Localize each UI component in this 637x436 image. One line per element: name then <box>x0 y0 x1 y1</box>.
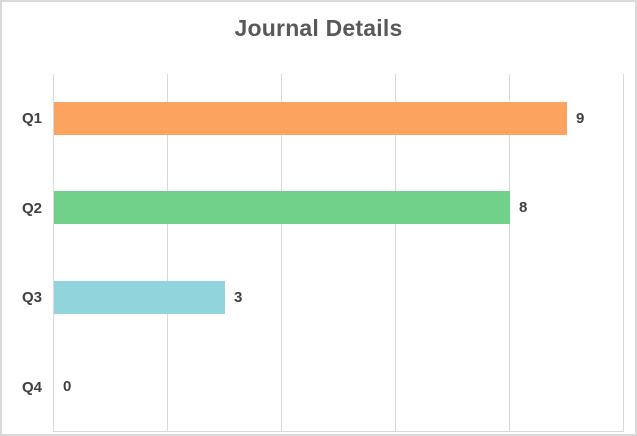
chart-title: Journal Details <box>234 15 403 41</box>
category-label-q1: Q1 <box>21 110 42 128</box>
chart-area: Q1 Q2 Q3 Q4 9 8 3 <box>2 74 624 432</box>
bar-q1 <box>54 102 567 136</box>
category-label-q3: Q3 <box>21 289 42 307</box>
gridline-x10 <box>623 74 624 431</box>
bar-row-q3: 3 <box>54 253 624 342</box>
gridline-x8 <box>509 74 510 431</box>
category-label-q2: Q2 <box>21 199 42 217</box>
data-label-q2: 8 <box>519 199 528 217</box>
bar-q3 <box>54 280 225 314</box>
gridline-x4 <box>281 74 282 431</box>
gridline-x2 <box>167 74 168 431</box>
bar-rows: 9 8 3 0 <box>54 74 624 431</box>
category-axis: Q1 Q2 Q3 Q4 <box>2 74 53 432</box>
bar-row-q1: 9 <box>54 74 624 163</box>
bar-row-q2: 8 <box>54 163 624 252</box>
data-label-q3: 3 <box>234 288 243 306</box>
plot-area: 9 8 3 0 <box>53 74 624 432</box>
bar-q2 <box>54 191 510 225</box>
gridline-x6 <box>395 74 396 431</box>
data-label-q1: 9 <box>576 110 585 128</box>
data-label-q4: 0 <box>63 377 72 395</box>
category-label-q4: Q4 <box>21 378 42 396</box>
bar-row-q4: 0 <box>54 342 624 431</box>
